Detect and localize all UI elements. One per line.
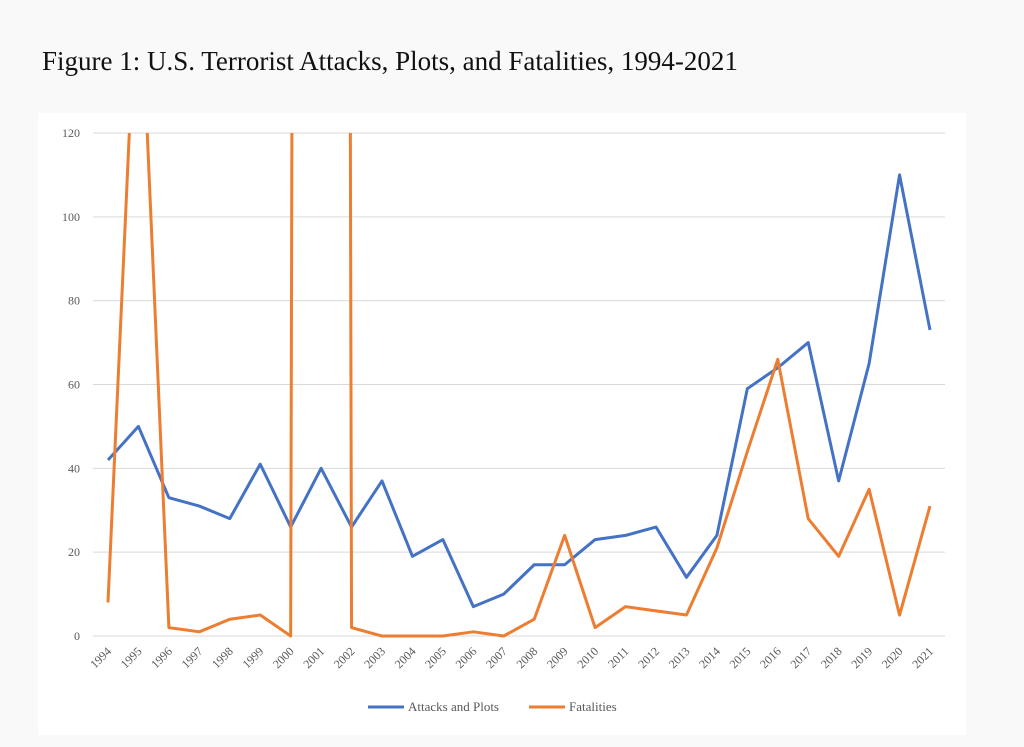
y-tick-label: 0 bbox=[74, 629, 80, 643]
legend-label: Attacks and Plots bbox=[408, 699, 499, 714]
legend-label: Fatalities bbox=[569, 699, 617, 714]
y-tick-label: 40 bbox=[68, 461, 80, 475]
y-tick-label: 60 bbox=[68, 378, 80, 392]
series-line bbox=[106, 173, 932, 609]
chart-title: Figure 1: U.S. Terrorist Attacks, Plots,… bbox=[42, 46, 738, 76]
y-tick-label: 120 bbox=[62, 126, 80, 140]
y-tick-label: 80 bbox=[68, 294, 80, 308]
y-tick-label: 20 bbox=[68, 545, 80, 559]
plot bbox=[106, 133, 932, 638]
series-line bbox=[106, 133, 932, 638]
y-tick-label: 100 bbox=[62, 210, 80, 224]
